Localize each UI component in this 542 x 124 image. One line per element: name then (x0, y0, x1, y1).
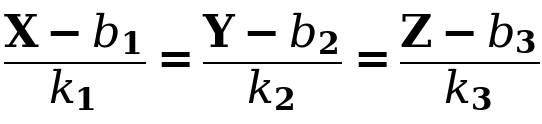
Text: $\mathbf{\dfrac{X - \mathit{b}_1}{\mathit{k}_1} = \dfrac{Y - \mathit{b}_2}{\math: $\mathbf{\dfrac{X - \mathit{b}_1}{\mathi… (3, 11, 539, 112)
